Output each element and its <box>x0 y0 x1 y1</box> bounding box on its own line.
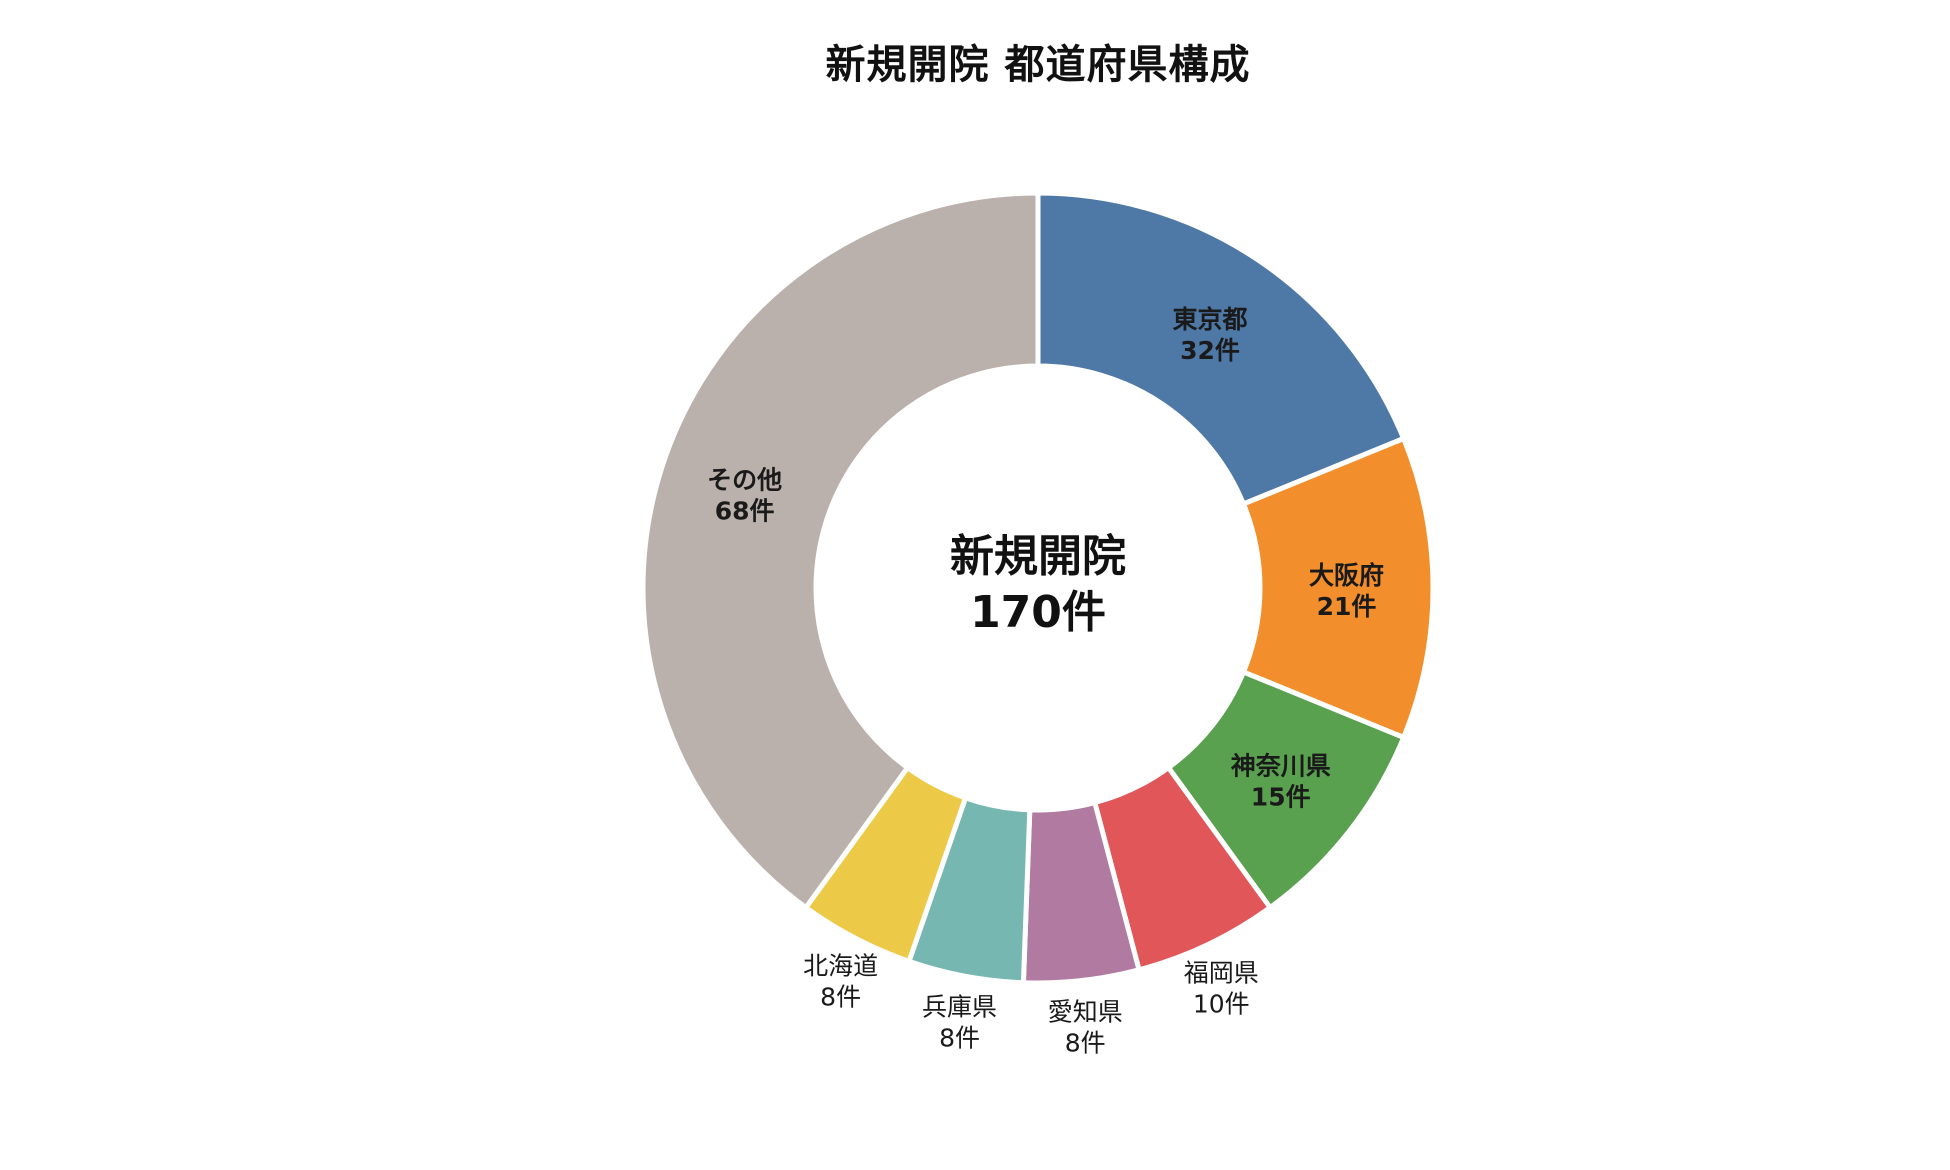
slice-label-4: 福岡県 10件 <box>1184 959 1259 1019</box>
slice-label-1: 東京都 32件 <box>1172 305 1247 365</box>
slice-category-label: 愛知県 <box>1048 997 1123 1026</box>
slice-label-3: 神奈川県 15件 <box>1231 751 1331 811</box>
slice-value-label: 8件 <box>1065 1028 1106 1057</box>
slice-category-label: 福岡県 <box>1184 959 1259 988</box>
slice-value-label: 32件 <box>1180 336 1240 365</box>
donut-slices <box>640 190 1436 986</box>
slice-value-label: 15件 <box>1251 782 1311 811</box>
slice-category-label: 神奈川県 <box>1231 751 1331 780</box>
center-label-title: 新規開院 <box>950 531 1126 582</box>
slice-category-label: 東京都 <box>1172 305 1247 334</box>
slice-2 <box>1240 435 1436 741</box>
chart-title: 新規開院 都道府県構成 <box>825 42 1251 88</box>
slice-value-label: 21件 <box>1317 592 1377 621</box>
slice-category-label: その他 <box>707 466 782 495</box>
slice-label-5: 愛知県 8件 <box>1048 997 1123 1057</box>
slice-value-label: 8件 <box>820 983 861 1012</box>
slice-label-2: 大阪府 21件 <box>1309 561 1384 621</box>
slice-category-label: 大阪府 <box>1309 561 1384 590</box>
slice-label-6: 兵庫県 8件 <box>922 993 997 1053</box>
slice-value-label: 10件 <box>1193 990 1250 1019</box>
slice-1 <box>1035 190 1407 508</box>
slice-category-label: 北海道 <box>803 952 878 981</box>
slice-label-8: その他 68件 <box>707 466 782 526</box>
slice-value-label: 68件 <box>715 497 775 526</box>
slice-label-7: 北海道 8件 <box>803 952 878 1012</box>
slice-category-label: 兵庫県 <box>922 993 997 1022</box>
slice-value-label: 8件 <box>939 1024 980 1053</box>
center-label-total: 170件 <box>970 587 1106 638</box>
slice-8 <box>640 190 1041 912</box>
